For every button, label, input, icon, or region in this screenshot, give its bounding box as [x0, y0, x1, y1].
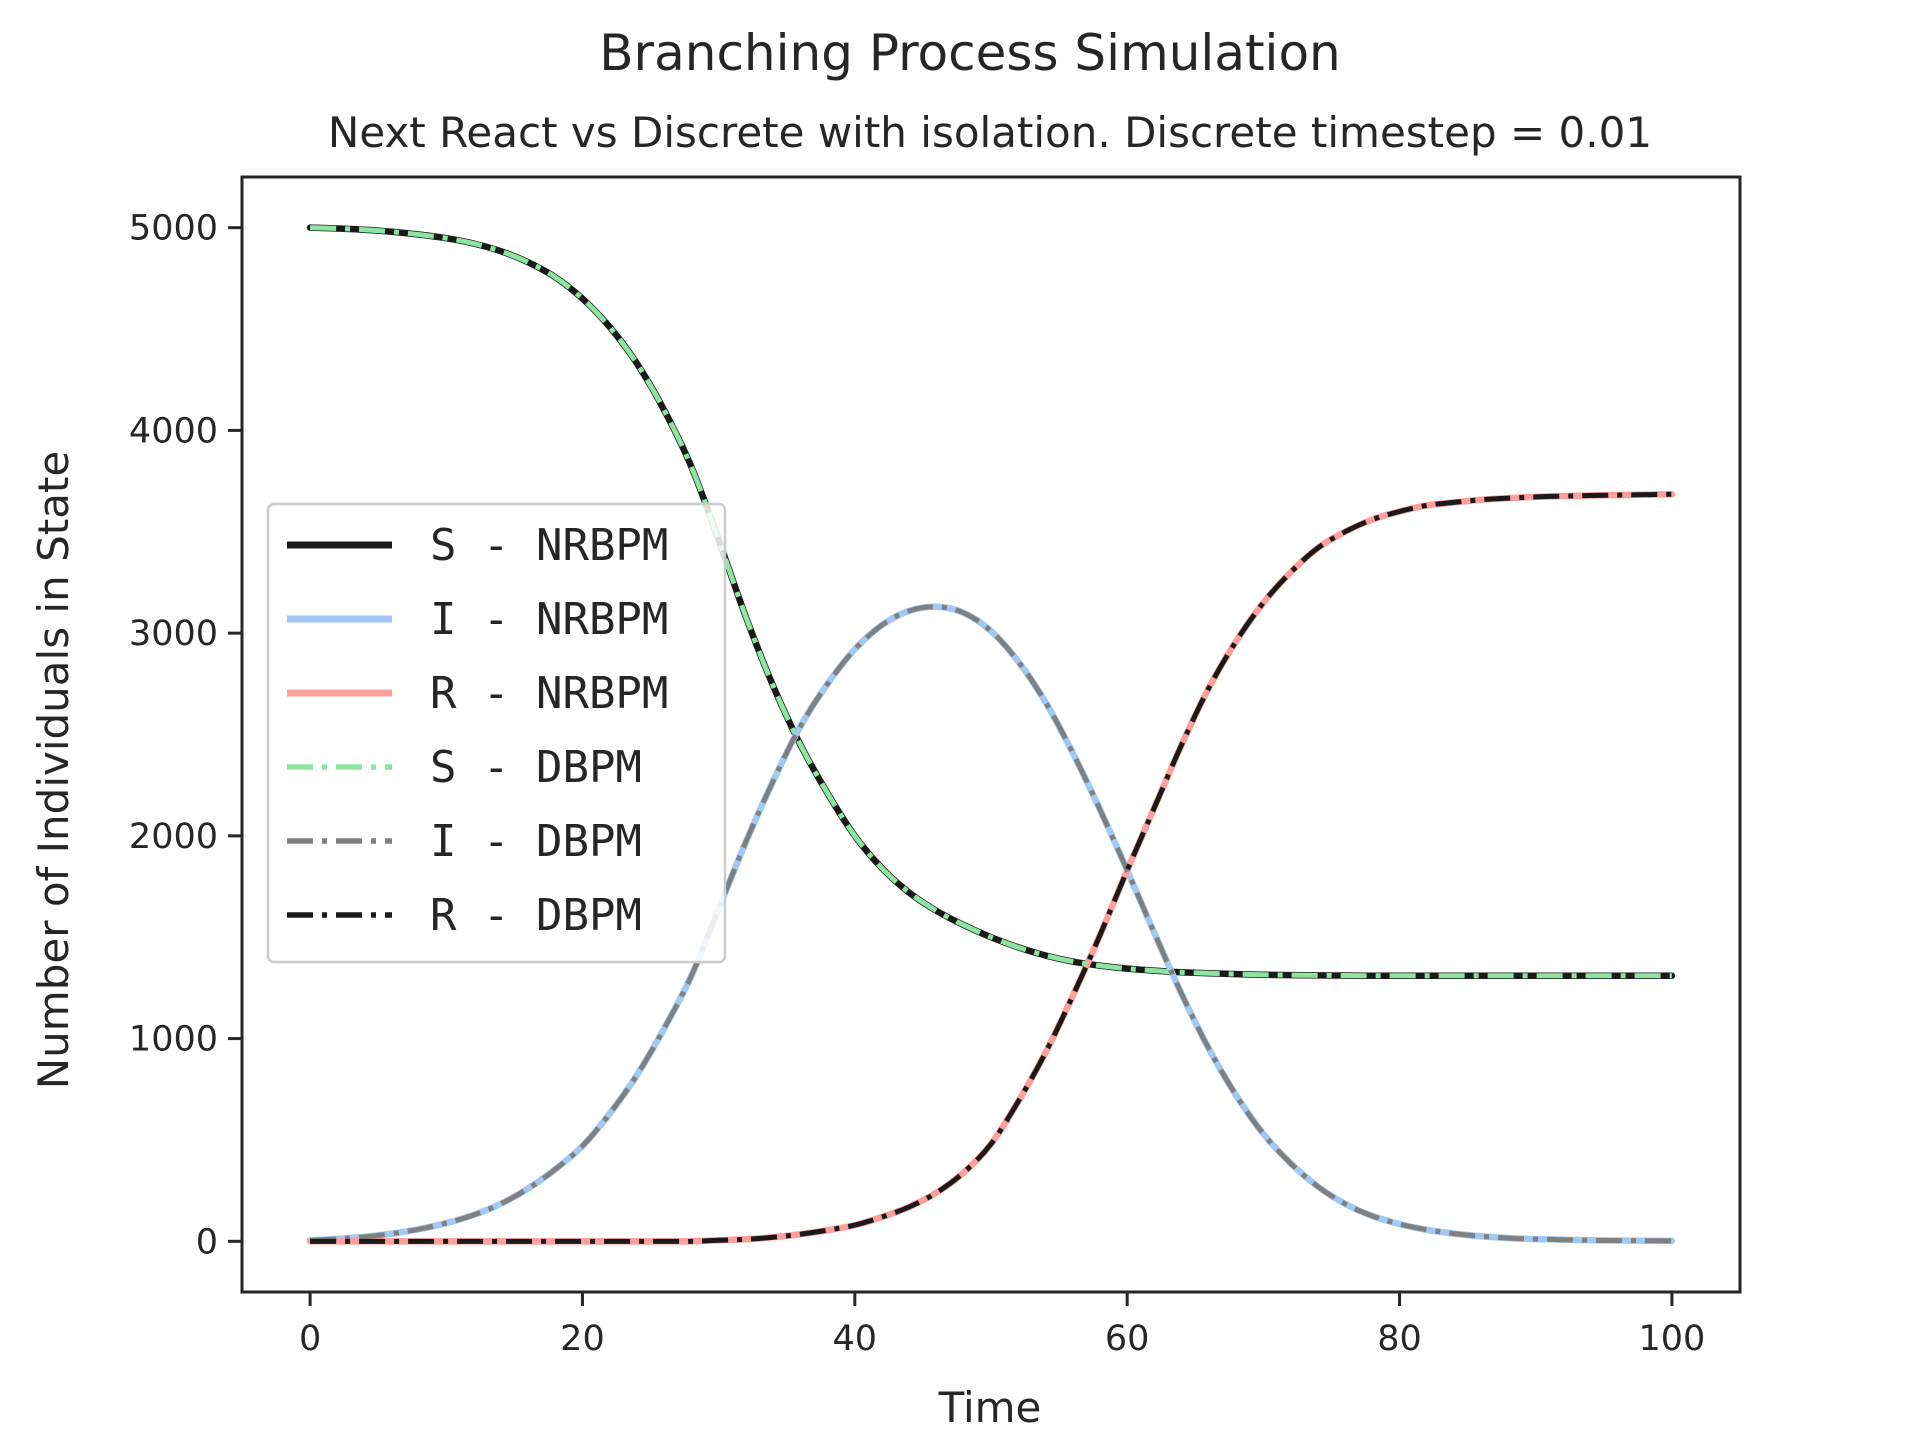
x-tick-label: 40: [833, 1319, 878, 1359]
y-tick-label: 5000: [129, 209, 218, 249]
y-tick-label: 4000: [129, 411, 218, 451]
axes-frame: [240, 175, 1742, 1294]
y-tick-label: 2000: [129, 817, 218, 857]
x-tick-label: 20: [560, 1319, 605, 1359]
y-tick-label: 3000: [129, 614, 218, 654]
legend-label: R - NRBPM: [430, 668, 668, 719]
series-line-2: [306, 603, 1676, 1245]
legend: S - NRBPM I - NRBPM R - NRBPM S - DBPM I - D…: [266, 502, 727, 964]
y-tick-label: 1000: [129, 1020, 218, 1060]
series-lines: [306, 224, 1676, 1245]
x-tick-label: 60: [1105, 1319, 1150, 1359]
x-tick-label: 80: [1377, 1319, 1422, 1359]
x-axis-label: Time: [938, 1383, 1042, 1432]
legend-label: I - DBPM: [430, 816, 642, 867]
chart-subtitle: Next React vs Discrete with isolation. D…: [328, 108, 1652, 157]
x-tick-label: 0: [299, 1319, 321, 1359]
legend-label: S - NRBPM: [430, 520, 668, 571]
chart-title: Branching Process Simulation: [599, 24, 1340, 82]
series-line-4: [310, 225, 1672, 979]
y-tick-label: 0: [196, 1222, 218, 1262]
x-tick-label: 100: [1639, 1319, 1706, 1359]
legend-label: R - DBPM: [430, 890, 642, 941]
series-line-6: [310, 491, 1672, 1244]
legend-label: I - NRBPM: [430, 594, 668, 645]
y-axis-label: Number of Individuals in State: [29, 451, 78, 1090]
legend-label: S - DBPM: [430, 742, 642, 793]
